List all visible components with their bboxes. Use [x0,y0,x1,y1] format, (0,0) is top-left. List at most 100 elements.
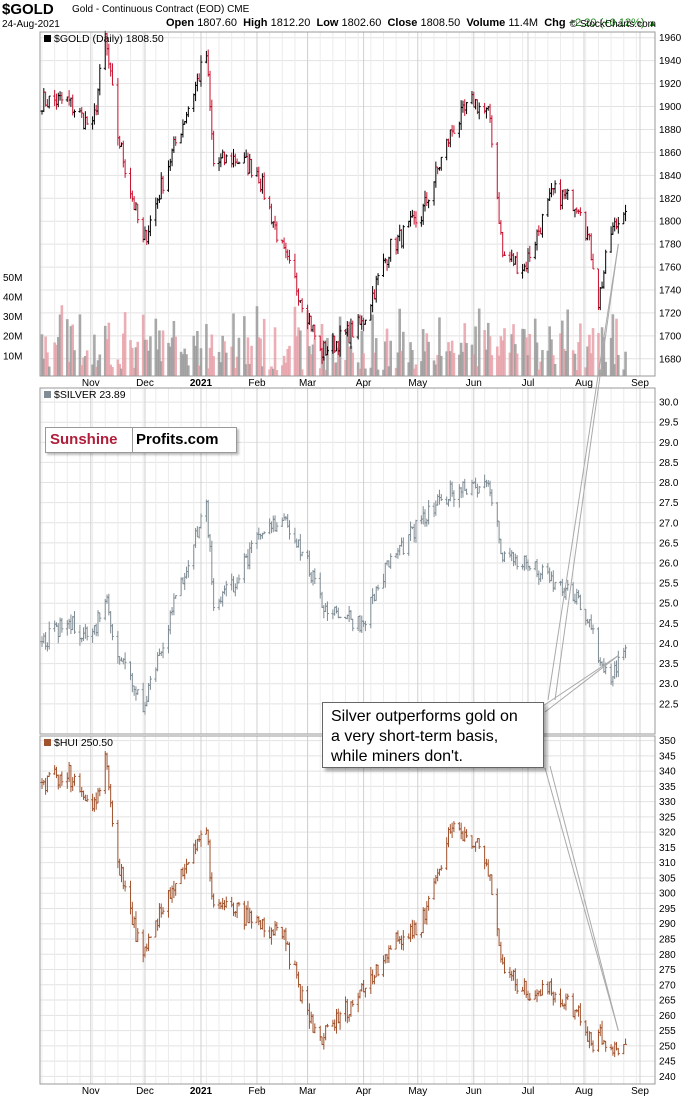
x-tick-label: Nov [82,1086,100,1097]
y-tick-label: 315 [659,843,676,854]
price-bar [381,253,385,277]
volume-bar [533,318,537,376]
volume-bar [154,318,158,376]
price-bar [515,555,519,570]
y-tick-label: 330 [659,797,676,808]
volume-bar [243,316,246,376]
volume-bar [261,366,264,376]
volume-bar [105,339,109,376]
price-bar [537,225,541,236]
y-tick-label: 1860 [659,148,682,159]
price-bar [237,902,241,907]
price-bar [130,901,134,926]
volume-bar [40,334,44,376]
price-bar [363,987,367,998]
price-bar [622,647,626,661]
volume-bar [55,344,58,376]
price-bar [414,922,418,936]
volume-bar [333,362,336,376]
y-tick-label: 275 [659,965,676,976]
price-bar [586,1026,590,1042]
price-bar [591,253,595,270]
y-tick-label: 29.0 [659,438,679,449]
price-bar [401,225,405,249]
volume-bar [577,342,580,376]
volume-bar [331,334,335,376]
price-bar [615,660,619,678]
volume-bar [514,344,517,376]
y-tick-label: 350 [659,736,676,747]
y-tick-label: 1800 [659,217,682,228]
volume-bar [313,338,317,376]
price-bar [186,862,190,865]
volume-bar [300,369,304,376]
volume-bar [389,340,392,376]
x-tick-label: Dec [136,378,154,389]
volume-bar [402,331,405,376]
volume-bar [588,334,591,376]
price-bar [412,920,416,939]
price-bar [123,880,127,892]
price-bar [284,242,288,259]
price-bar [219,153,223,168]
x-tick-label: Nov [82,378,100,389]
price-bar [195,838,199,852]
volume-bar [550,339,553,376]
price-bar [624,1038,628,1046]
price-bar [421,907,425,934]
price-bar [425,192,429,207]
price-bar [414,519,418,543]
price-bar [250,158,254,178]
price-bar [78,107,82,113]
price-bar [136,928,140,942]
price-bar [363,319,367,325]
price-bar [508,547,512,558]
volume-bar [474,326,477,376]
price-bar [463,478,467,491]
price-bar [219,596,223,604]
price-bar [83,111,87,130]
price-bar [195,526,199,538]
price-bar [168,158,172,171]
price-bar [325,346,329,356]
price-bar [490,874,494,896]
volume-bar [69,326,73,376]
price-bar [398,224,402,242]
price-bar [419,932,423,938]
price-bar [400,935,404,950]
volume-bar [472,354,476,376]
price-bar [197,526,201,539]
price-bar [515,251,519,275]
price-bar [269,927,273,945]
price-bar [78,773,82,793]
volume-bar [483,330,486,376]
volume-tick-label: 20M [3,332,22,343]
price-bar [69,614,73,635]
price-bar [109,62,113,77]
price-bar [85,626,89,641]
volume-bar [589,353,593,376]
volume-bar [412,368,416,376]
price-bar [109,783,113,808]
price-bar [589,614,593,630]
volume-bar [488,336,492,376]
price-bar [407,534,411,556]
price-bar [526,559,530,572]
volume-bar [539,361,542,376]
price-bar [508,251,512,263]
volume-bar [535,342,539,376]
price-bar [145,229,149,245]
volume-bar [275,370,279,376]
volume-bar [476,366,479,376]
volume-bar [131,347,134,376]
price-bar [432,181,436,206]
price-bar [306,550,310,560]
price-bar [166,625,170,654]
volume-bar [463,323,467,376]
price-bar [376,273,380,286]
price-bar [179,577,183,597]
price-bar [528,245,532,262]
volume-bar [149,336,152,376]
price-bar [474,98,478,110]
price-bar [616,1047,620,1056]
